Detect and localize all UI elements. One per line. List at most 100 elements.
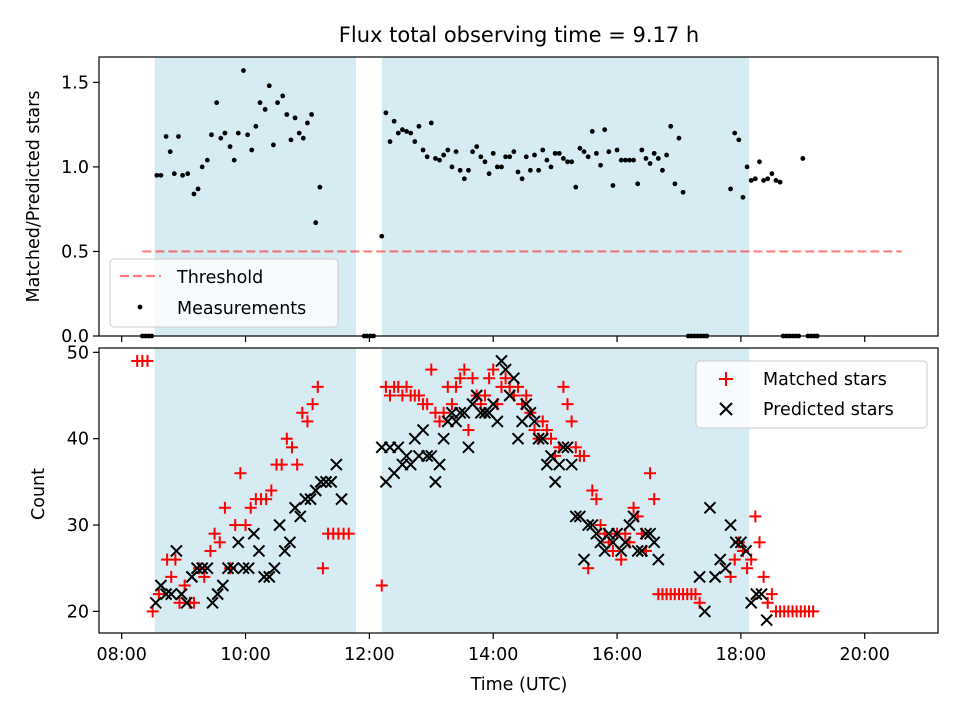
measurement-point — [185, 171, 191, 177]
ratio-y-axis: 0.0 0.5 1.0 1.5 — [61, 73, 99, 347]
matched-star-point — [316, 562, 329, 575]
measurement-point — [577, 145, 583, 151]
measurement-point — [602, 127, 608, 133]
predicted-star-point — [263, 570, 276, 584]
predicted-star-point — [698, 605, 711, 618]
matched-star-point — [265, 484, 278, 497]
ratio-y-tick-label: 0.5 — [61, 242, 89, 262]
measurement-point — [532, 152, 537, 158]
count-legend: Matched stars Predicted stars — [695, 360, 928, 429]
predicted-star-point — [180, 596, 193, 609]
predicted-star-point — [437, 432, 450, 445]
measurement-point — [585, 154, 591, 160]
ratio-y-tick-label: 0.0 — [61, 327, 89, 347]
measurement-point — [474, 144, 480, 150]
matched-star-point — [545, 432, 558, 445]
matched-star-point — [384, 389, 397, 402]
measurement-point — [204, 157, 210, 163]
predicted-star-point — [242, 562, 255, 575]
count-y-axis: 20 30 40 50 — [67, 343, 99, 622]
measurement-point — [191, 191, 197, 197]
measurement-point — [490, 150, 496, 156]
matched-star-point — [141, 354, 154, 367]
ratio-y-tick-label: 1.0 — [61, 158, 89, 178]
x-tick-label: 16:00 — [592, 645, 642, 665]
matched-star-point — [807, 605, 820, 618]
measurement-point — [296, 130, 302, 136]
measurement-point — [461, 176, 467, 182]
measurement-point — [400, 127, 405, 133]
measurement-point — [614, 147, 620, 153]
measurement-point — [424, 154, 430, 160]
measurement-point — [163, 134, 169, 139]
ratio-x-ticks — [121, 336, 866, 342]
predicted-star-point — [590, 527, 603, 540]
measurement-point — [748, 178, 754, 183]
predicted-star-point — [553, 458, 566, 471]
matched-star-point — [296, 406, 309, 419]
ratio-plot-frame — [98, 56, 939, 337]
matched-star-point — [165, 570, 178, 583]
measurement-point — [457, 167, 463, 173]
ratio-panel: 0.0 0.5 1.0 1.5 Matched/Predicted stars Thr… — [24, 56, 939, 347]
matched-star-point — [478, 389, 491, 402]
predicted-star-point — [268, 562, 281, 575]
predicted-star-point — [314, 475, 328, 489]
matched-star-point — [342, 527, 355, 540]
measurement-point — [478, 154, 484, 160]
measurement-point — [565, 159, 570, 165]
matched-star-point — [627, 501, 640, 514]
measurement-point — [643, 156, 649, 161]
count-legend-box — [695, 360, 928, 429]
predicted-star-point — [536, 432, 549, 445]
ratio-y-label: Matched/Predicted stars — [24, 91, 44, 303]
matched-star-point — [753, 536, 766, 549]
matched-star-point — [536, 415, 549, 428]
predicted-star-point — [507, 372, 521, 385]
measurement-point — [420, 147, 426, 153]
measurement-point — [180, 172, 185, 178]
measurement-point — [241, 68, 246, 73]
predicted-star-point — [548, 475, 562, 489]
matched-star-point — [421, 398, 434, 411]
matched-star-point — [454, 372, 467, 385]
measurement-point — [271, 142, 276, 148]
matched-star-point — [275, 458, 288, 471]
measurement-point — [300, 135, 306, 141]
measurement-point — [556, 150, 562, 156]
count-y-label: Count — [29, 468, 49, 520]
predicted-star-point — [760, 613, 773, 627]
measurement-point — [176, 134, 181, 139]
matched-star-point — [260, 493, 273, 506]
count-shaded-spans — [154, 348, 750, 633]
predicted-star-point — [703, 501, 717, 514]
measurement-point — [288, 137, 294, 143]
measurement-point — [470, 149, 475, 155]
matched-star-point — [218, 501, 231, 514]
measurement-point — [527, 167, 533, 173]
predicted-star-point — [565, 458, 578, 471]
matched-star-point — [169, 553, 182, 566]
measurement-point — [631, 157, 636, 163]
matched-star-point — [187, 596, 200, 609]
measurement-point — [622, 157, 628, 163]
measurement-point — [408, 130, 414, 136]
matched-star-point — [152, 588, 165, 601]
measurement-point — [598, 162, 603, 168]
predicted-star-point — [528, 415, 541, 428]
predicted-star-point — [586, 518, 599, 532]
matched-star-point — [586, 484, 599, 497]
predicted-star-point — [750, 587, 763, 601]
matched-star-point — [173, 596, 186, 609]
ratio-shaded-spans — [154, 57, 750, 336]
count-y-tick-label: 40 — [67, 430, 89, 450]
count-x-axis: 08:00 10:00 12:00 14:00 16:00 18:00 20:00 — [96, 633, 890, 665]
measurement-point — [428, 120, 434, 126]
measurement-point — [635, 181, 641, 187]
predicted-star-point — [288, 501, 302, 514]
predicted-star-point — [524, 406, 537, 419]
observing-span-1 — [381, 57, 750, 336]
measurement-point — [769, 171, 775, 177]
predicted-star-point — [154, 579, 168, 592]
